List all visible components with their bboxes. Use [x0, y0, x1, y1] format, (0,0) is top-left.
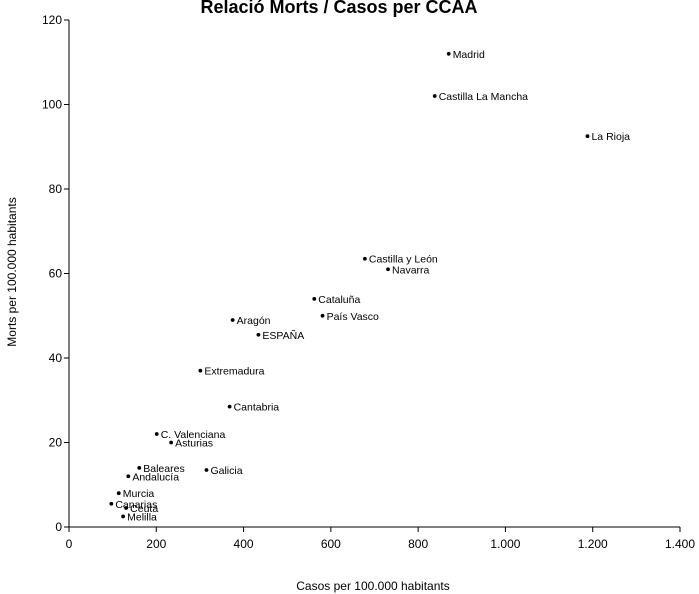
data-point: [137, 465, 142, 470]
y-tick-label: 20: [49, 436, 63, 450]
data-point-label: Castilla La Mancha: [439, 91, 528, 103]
data-point-label: Aragón: [237, 315, 271, 327]
data-point-label: Melilla: [127, 511, 157, 523]
data-point-label: Cataluña: [318, 294, 360, 306]
y-tick-label: 80: [49, 182, 63, 196]
x-tick-label: 800: [408, 537, 428, 551]
data-point-label: Madrid: [453, 49, 485, 61]
chart-title: Relació Morts / Casos per CCAA: [200, 0, 477, 17]
data-point: [312, 296, 317, 301]
data-point-label: Murcia: [123, 488, 155, 500]
data-point: [386, 267, 390, 272]
data-point: [121, 514, 126, 519]
data-point-label: C. Valenciana: [161, 429, 226, 441]
data-point-label: La Rioja: [591, 131, 630, 143]
data-point-label: Baleares: [143, 463, 184, 475]
data-point: [169, 440, 174, 445]
y-tick-label: 60: [49, 267, 63, 281]
data-point: [109, 501, 114, 506]
y-tick-label: 120: [42, 13, 62, 27]
x-tick-label: 600: [321, 537, 341, 551]
y-axis-title: Morts per 100.000 habitants: [5, 197, 19, 346]
data-point-label: Extremadura: [204, 366, 264, 378]
x-tick-label: 200: [146, 537, 166, 551]
data-point-label: Navarra: [392, 264, 430, 276]
data-point: [362, 256, 367, 261]
data-point: [230, 318, 235, 322]
data-point: [256, 332, 261, 337]
data-point-label: Galicia: [210, 465, 242, 477]
data-point: [446, 51, 451, 56]
data-points: Madrid Castilla La Mancha La Rioja Castilla…: [109, 49, 630, 523]
data-point: [124, 506, 129, 510]
x-tick-label: 1.000: [490, 537, 520, 551]
x-axis-title: Casos per 100.000 habitants: [296, 579, 449, 593]
x-tick-label: 0: [66, 537, 73, 551]
data-point: [227, 404, 232, 409]
data-point-label: Asturias: [175, 438, 213, 450]
data-point: [126, 474, 131, 479]
y-tick-label: 100: [42, 98, 62, 112]
data-point: [585, 134, 590, 139]
y-tick-label: 0: [55, 520, 62, 534]
data-point-label: Castilla y León: [369, 254, 438, 266]
data-point: [154, 432, 159, 436]
data-point: [198, 368, 203, 373]
data-point-label: Ceuta: [130, 503, 158, 515]
data-point-label: Andalucía: [132, 471, 179, 483]
x-tick-label: 400: [234, 537, 254, 551]
data-point: [432, 94, 437, 98]
data-point-label: Cantabria: [234, 402, 280, 414]
data-point: [204, 468, 209, 472]
data-point-label: ESPAÑA: [262, 329, 304, 342]
data-point-label: País Vasco: [327, 311, 379, 323]
x-tick-label: 1.400: [665, 537, 695, 551]
x-tick-label: 1.200: [578, 537, 608, 551]
data-point: [320, 313, 325, 318]
data-point: [116, 491, 121, 496]
y-tick-label: 40: [49, 351, 63, 365]
axes: 0 200 400 600 800 1.000 1.200 1.400 0 20 40 60 80 100…: [42, 13, 695, 551]
